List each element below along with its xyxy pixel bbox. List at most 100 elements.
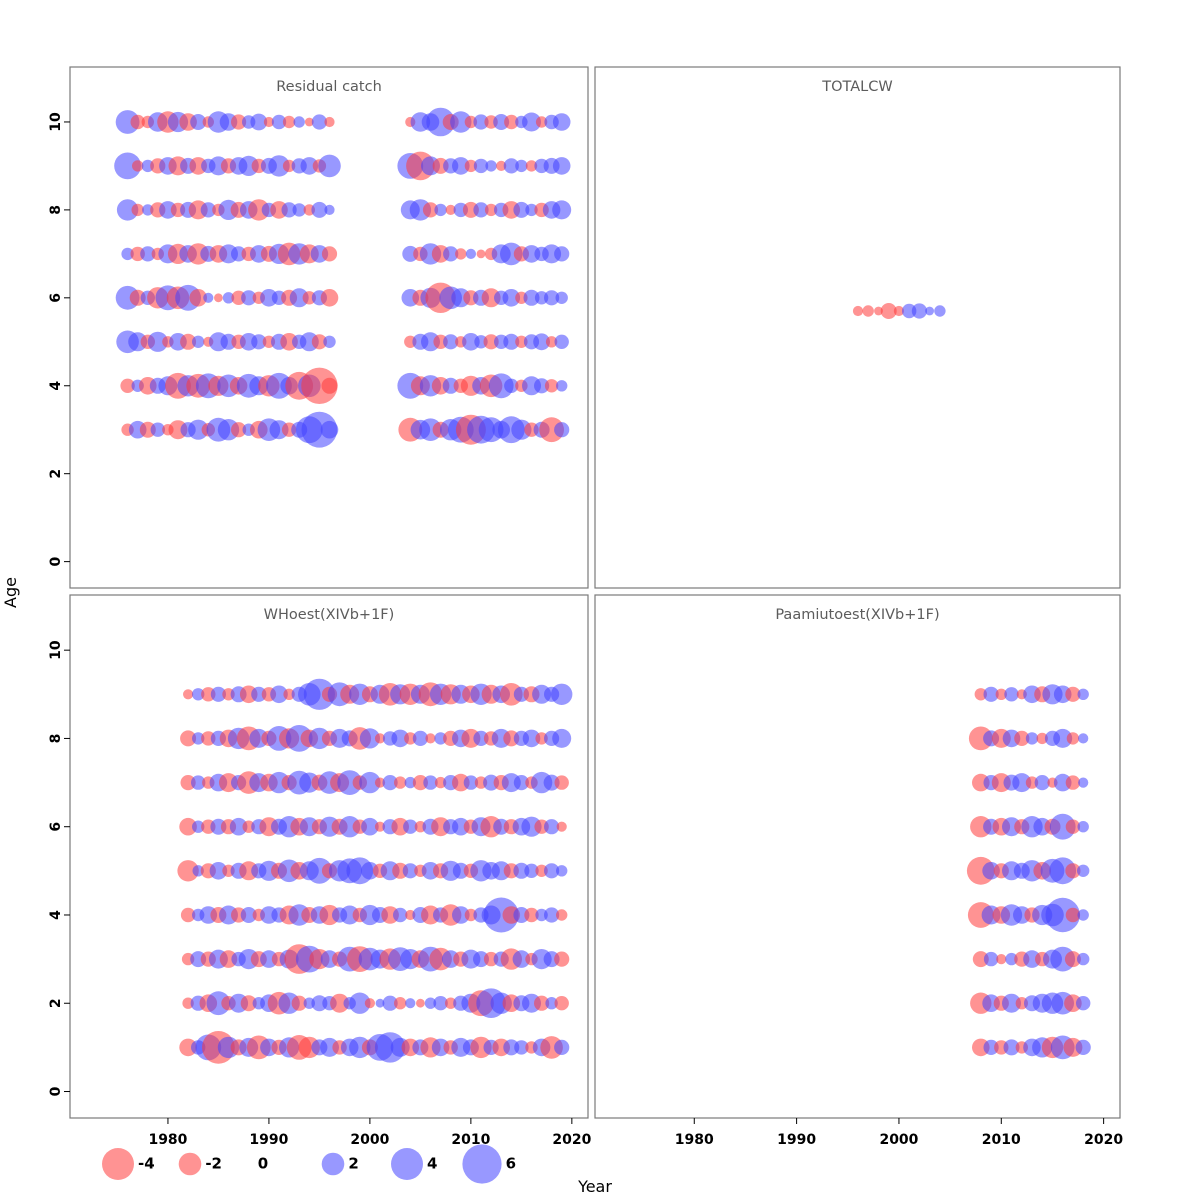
x-tick-label: 1980 — [148, 1132, 187, 1148]
bubble — [177, 860, 199, 882]
x-tick-label: 1990 — [249, 1132, 288, 1148]
bubble — [320, 289, 339, 307]
bubble — [318, 154, 341, 178]
bubble — [556, 380, 568, 392]
bubble — [214, 293, 223, 303]
bubble — [179, 1038, 197, 1057]
x-tick-label: 2020 — [552, 1132, 591, 1148]
bubble — [412, 730, 428, 747]
bubble — [374, 733, 386, 744]
bubble — [311, 201, 328, 218]
bubble — [503, 1039, 520, 1056]
bubble — [381, 906, 399, 924]
bubble — [1064, 951, 1081, 968]
bubble — [525, 203, 538, 217]
bubble — [476, 249, 486, 259]
x-axis-label: Year — [577, 1177, 612, 1196]
bubble — [129, 289, 146, 306]
bubble — [462, 333, 480, 351]
bubble — [374, 821, 386, 832]
bubble — [1065, 686, 1081, 702]
bubble — [445, 204, 456, 215]
bubble — [364, 998, 375, 1009]
bubble — [1064, 994, 1082, 1012]
bubble — [523, 289, 540, 306]
bubble — [524, 863, 539, 878]
bubble — [431, 1038, 450, 1057]
bubble — [412, 775, 428, 791]
bubble — [324, 116, 335, 128]
bubble — [443, 334, 459, 350]
bubble — [311, 114, 327, 130]
bubble — [220, 333, 237, 350]
bubble — [544, 379, 559, 393]
bubble — [324, 204, 335, 215]
bubble — [404, 732, 417, 745]
bubble — [393, 907, 408, 923]
y-tick-label: 0 — [48, 556, 64, 566]
bubble — [289, 288, 309, 308]
bubble — [445, 997, 457, 1009]
bubble — [323, 335, 336, 348]
x-tick-label: 2010 — [451, 1132, 490, 1148]
bubble — [452, 773, 470, 792]
bubble — [1077, 952, 1090, 966]
bubble — [455, 248, 467, 260]
bubble — [545, 336, 558, 348]
bubble — [983, 951, 999, 967]
bubble — [192, 335, 205, 348]
bubble — [402, 245, 419, 262]
bubble — [934, 305, 946, 317]
bubble — [535, 116, 548, 128]
bubble — [554, 246, 570, 262]
bubble — [503, 158, 519, 174]
bubble — [402, 863, 418, 879]
x-tick-label: 2000 — [879, 1132, 918, 1148]
bubble — [522, 245, 541, 263]
bubble — [464, 159, 478, 173]
bubble — [301, 367, 338, 404]
bubble — [556, 909, 568, 921]
bubble — [1075, 1039, 1091, 1055]
legend-value-label: 2 — [348, 1155, 358, 1173]
bubble — [394, 997, 407, 1010]
bubble — [382, 775, 398, 791]
bubble — [504, 114, 519, 130]
bubble — [263, 116, 274, 128]
bubble — [1077, 864, 1090, 877]
bubble — [554, 334, 569, 349]
bubble — [995, 688, 1007, 700]
bubble — [464, 115, 478, 129]
y-tick-label: 10 — [48, 640, 64, 660]
bubble — [1002, 993, 1021, 1013]
bubble — [880, 303, 897, 319]
bubble — [219, 950, 238, 968]
bubble — [1078, 733, 1089, 744]
bubble — [131, 203, 144, 217]
y-tick-label: 6 — [48, 293, 64, 303]
y-tick-label: 0 — [48, 1086, 64, 1096]
bubble — [1065, 819, 1081, 834]
bubble — [391, 817, 410, 836]
bubble — [189, 289, 207, 307]
bubble — [203, 292, 214, 303]
bubble — [1077, 821, 1089, 833]
legend-value-label: 0 — [258, 1155, 268, 1173]
bubble — [311, 995, 328, 1012]
bubble — [551, 683, 573, 705]
y-axis-label: Age — [1, 577, 20, 608]
bubble — [139, 421, 156, 438]
bubble — [1065, 775, 1081, 790]
bubble — [556, 821, 567, 832]
bubble — [231, 246, 247, 262]
bubble — [142, 204, 154, 216]
bubble — [504, 378, 519, 393]
bubble — [291, 995, 307, 1011]
bubble — [1036, 732, 1048, 745]
bubble — [240, 907, 257, 923]
bubble — [130, 114, 145, 130]
bubble — [488, 373, 514, 399]
bubble — [525, 160, 538, 172]
bubble — [974, 688, 987, 701]
